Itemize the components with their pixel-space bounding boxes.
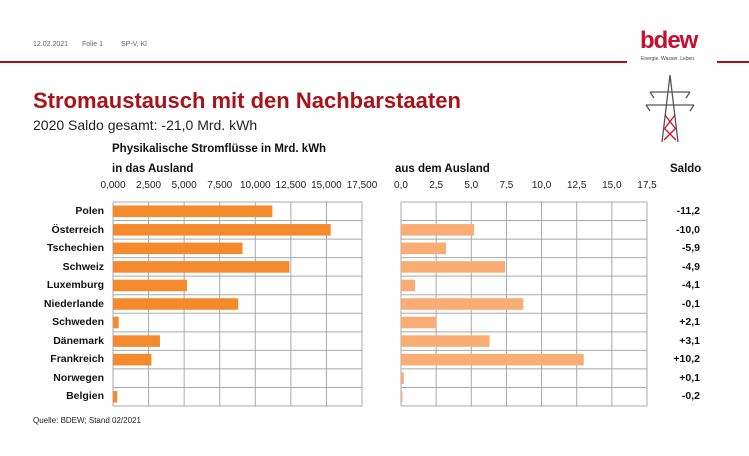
bar-Österreich (401, 224, 475, 236)
x-tick-label: 12,500 (275, 180, 307, 191)
bar-Belgien (401, 390, 403, 403)
source-note: Quelle: BDEW; Stand 02/2021 (33, 416, 141, 425)
bar-Frankreich (113, 353, 152, 366)
x-tick-label: 17,500 (346, 180, 378, 191)
x-tick-label: 15,0 (602, 180, 622, 191)
x-tick-label: 7,5 (499, 180, 514, 191)
import-label: aus dem Ausland (395, 163, 490, 175)
saldo-value: -0,1 (681, 297, 700, 310)
x-tick-label: 0,0 (394, 180, 408, 191)
saldo-value: -4,1 (681, 279, 700, 292)
category-label: Tschechien (47, 242, 104, 255)
page-title: Stromaustausch mit den Nachbarstaaten (33, 88, 461, 113)
x-tick-label: 0,000 (100, 180, 126, 191)
bar-Polen (113, 205, 273, 218)
header-author: SP-V, Kl (121, 41, 147, 48)
category-label: Schweiz (62, 260, 104, 273)
x-tick-label: 15,000 (311, 180, 342, 191)
saldo-value: -5,9 (681, 242, 700, 255)
saldo-value: +3,1 (679, 334, 700, 347)
category-label: Frankreich (50, 353, 104, 366)
category-label: Luxemburg (46, 279, 104, 292)
x-tick-label: 12,5 (566, 180, 587, 191)
bar-Schweden (401, 316, 437, 329)
bar-Tschechien (401, 242, 446, 255)
category-label: Dänemark (53, 334, 104, 347)
saldo-value: +2,1 (679, 316, 700, 329)
header-rule (0, 61, 627, 63)
saldo-value: +0,1 (679, 371, 700, 384)
category-label: Österreich (51, 223, 104, 236)
saldo-value: -10,0 (676, 223, 700, 236)
chart-title: Physikalische Stromflüsse in Mrd. kWh (112, 143, 327, 155)
bar-Niederlande (113, 298, 239, 310)
bar-Niederlande (401, 298, 524, 310)
category-label: Schweden (52, 316, 104, 329)
x-tick-label: 5,0 (464, 180, 479, 191)
bar-Schweiz (113, 261, 290, 273)
bar-Luxemburg (401, 279, 416, 292)
bar-Österreich (113, 224, 331, 236)
bar-Norwegen (401, 372, 404, 384)
x-tick-label: 17,5 (637, 180, 657, 191)
category-label: Polen (75, 205, 104, 217)
saldo-value: -0,2 (681, 390, 700, 403)
saldo-value: -4,9 (681, 260, 700, 273)
saldo-label: Saldo (670, 163, 702, 175)
bar-Tschechien (113, 242, 243, 255)
x-tick-label: 10,000 (239, 180, 271, 191)
header-rule-right (717, 61, 749, 63)
x-tick-label: 5,000 (171, 180, 197, 191)
category-label: Norwegen (53, 371, 104, 384)
x-tick-label: 2,5 (429, 180, 444, 191)
category-label: Niederlande (43, 297, 104, 310)
saldo-value: +10,2 (673, 353, 700, 366)
bar-Luxemburg (113, 279, 187, 292)
header-date: 12.02.2021 (33, 41, 69, 48)
bar-Schweden (113, 316, 119, 329)
export-label: in das Ausland (112, 163, 194, 175)
x-tick-label: 2,500 (136, 180, 162, 191)
saldo-value: -11,2 (676, 205, 700, 217)
x-tick-label: 10,0 (531, 180, 552, 191)
bar-Belgien (113, 390, 118, 403)
bdew-logo: bdew (640, 27, 698, 54)
page-subtitle: 2020 Saldo gesamt: -21,0 Mrd. kWh (33, 117, 258, 133)
header-slide: Folie 1 (82, 41, 104, 48)
logo-tagline: Energie. Wasser. Leben. (641, 56, 696, 62)
bar-Schweiz (401, 261, 506, 273)
bar-Dänemark (113, 335, 160, 347)
x-tick-label: 7,500 (207, 180, 233, 191)
bar-Frankreich (401, 353, 584, 366)
category-label: Belgien (66, 390, 104, 403)
bar-Dänemark (401, 335, 490, 347)
